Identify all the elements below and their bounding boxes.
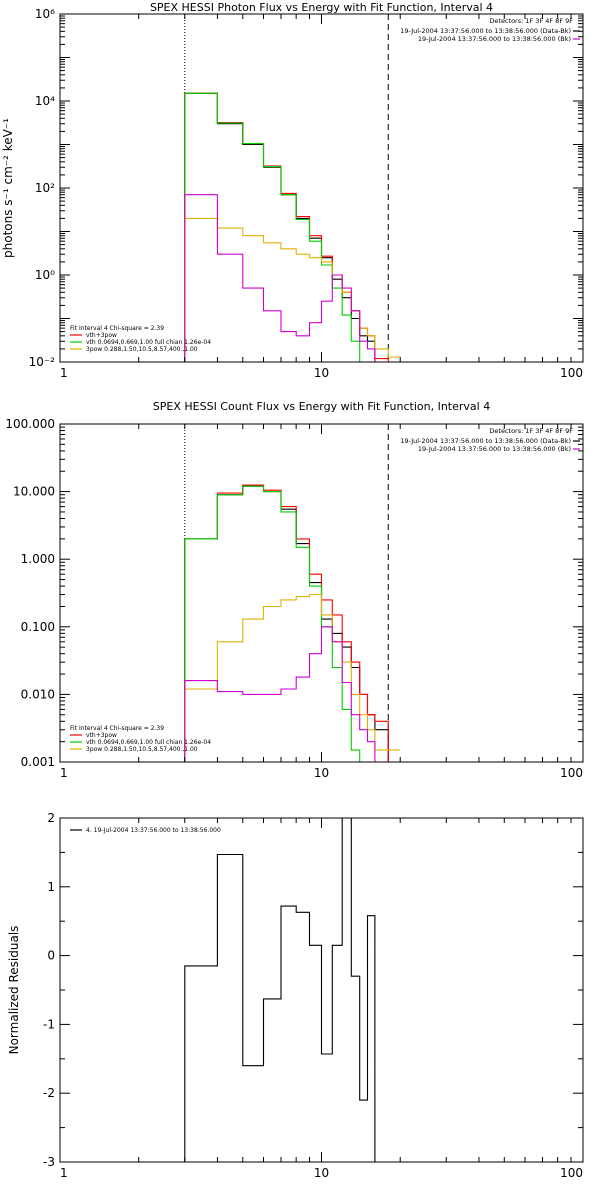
legend-left-label: vth 0.0694,0.669,1.00 full chian 1.26e-0… — [86, 339, 211, 346]
series-Bk-4 — [184, 626, 376, 762]
series-vth-2 — [184, 92, 375, 363]
legend-left-heading: Fit Interval 4 Chi-square = 2.39 — [70, 725, 164, 732]
x-tick-label: 100 — [560, 366, 583, 380]
y-tick-label: 100.000 — [5, 417, 55, 431]
y-tick-label: 1 — [47, 880, 55, 894]
y-tick-label: -3 — [43, 1155, 55, 1169]
y-tick-label: 10⁶ — [35, 7, 55, 21]
y-tick-label: 10⁰ — [35, 268, 55, 282]
y-axis-label: Normalized Residuals — [7, 926, 21, 1055]
series-vth-2 — [184, 485, 368, 763]
detectors-label: Detectors: 1F 3F 4F 8F 9F — [489, 17, 573, 25]
y-tick-label: 0.100 — [21, 620, 55, 634]
y-tick-label: -1 — [43, 1017, 55, 1031]
x-tick-label: 100 — [560, 1166, 583, 1180]
x-tick-label: 1 — [60, 366, 68, 380]
legend-right-label: 19-Jul-2004 13:37:56.000 to 13:38:56.000… — [418, 445, 571, 453]
series-data-0 — [184, 485, 389, 762]
y-tick-label: 0.001 — [21, 755, 55, 769]
y-tick-label: 10⁻² — [29, 355, 56, 369]
legend-left-label: vth 0.0694,0.669,1.00 full chian 1.26e-0… — [86, 739, 211, 746]
legend-right-label: 19-Jul-2004 13:37:56.000 to 13:38:56.000… — [418, 35, 571, 43]
legend-left-label: vth+3pow — [86, 732, 117, 739]
x-tick-label: 1 — [60, 1166, 68, 1180]
legend-left-heading: Fit Interval 4 Chi-square = 2.39 — [70, 325, 164, 332]
y-tick-label: 10⁴ — [35, 94, 55, 108]
legend-left-label: 4. 19-Jul-2004 13:37:56.000 to 13:38:56.… — [86, 827, 221, 834]
series-3pow-3 — [184, 593, 401, 762]
legend-right-label: 19-Jul-2004 13:37:56.000 to 13:38:56.000… — [400, 437, 571, 445]
x-tick-label: 1 — [60, 766, 68, 780]
series-3pow-3 — [184, 217, 401, 362]
series-data-0 — [184, 92, 376, 362]
chart-title: SPEX HESSI Photon Flux vs Energy with Fi… — [150, 1, 493, 14]
x-tick-label: 10 — [314, 366, 329, 380]
series-vth+3pow-1 — [184, 92, 389, 362]
legend-left-label: 3pow 0.288,1.50,10.5,8.57,400.,1.00 — [86, 346, 198, 353]
legend-left-label: 3pow 0.288,1.50,10.5,8.57,400.,1.00 — [86, 746, 198, 753]
x-tick-label: 10 — [314, 766, 329, 780]
y-tick-label: 2 — [47, 811, 55, 825]
y-tick-label: 0.010 — [21, 687, 55, 701]
x-tick-label: 100 — [560, 766, 583, 780]
y-tick-label: 0 — [47, 949, 55, 963]
y-tick-label: 10.000 — [13, 485, 55, 499]
detectors-label: Detectors: 1F 3F 4F 8F 9F — [489, 427, 573, 435]
x-tick-label: 10 — [314, 1166, 329, 1180]
series-vth+3pow-1 — [184, 484, 389, 762]
y-tick-label: 1.000 — [21, 552, 55, 566]
chart-title: SPEX HESSI Count Flux vs Energy with Fit… — [153, 400, 490, 413]
legend-left-label: vth+3pow — [86, 332, 117, 339]
series-Bk-4 — [184, 194, 376, 362]
series-data-0 — [184, 817, 376, 1162]
legend-right-label: 19-Jul-2004 13:37:56.000 to 13:38:56.000… — [400, 27, 571, 35]
y-axis-label: photons s⁻¹ cm⁻² keV⁻¹ — [1, 118, 15, 258]
y-tick-label: 10² — [35, 181, 55, 195]
y-tick-label: -2 — [43, 1086, 55, 1100]
